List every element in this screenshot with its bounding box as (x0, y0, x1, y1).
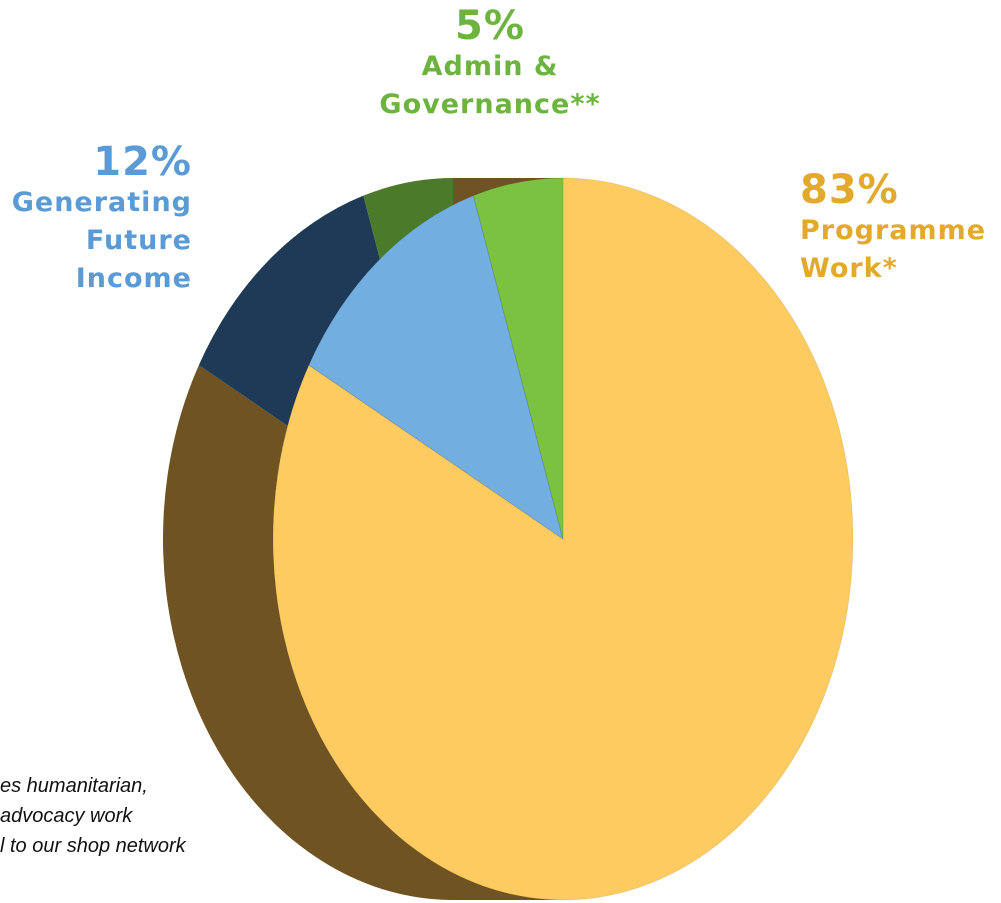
footnote: es humanitarian, (0, 775, 148, 797)
footnote: l to our shop network (0, 835, 186, 857)
pie-slice (272, 177, 854, 901)
value-label: 5% (455, 3, 525, 49)
pie-slice (472, 177, 564, 540)
value-label: 83% (800, 167, 899, 213)
slice-label: 12% Generating Future Income (0, 140, 192, 298)
slice-label: 83% Programme Work* (800, 168, 1000, 288)
category-label: Programme Work* (800, 215, 987, 284)
value-label: 12% (93, 139, 192, 185)
slice-label: 5% Admin & Governance** (340, 4, 640, 124)
category-label: Admin & Governance** (379, 51, 601, 120)
pie-slice (308, 194, 564, 541)
footnote: advocacy work (0, 805, 133, 827)
category-label: Generating Future Income (11, 187, 192, 294)
